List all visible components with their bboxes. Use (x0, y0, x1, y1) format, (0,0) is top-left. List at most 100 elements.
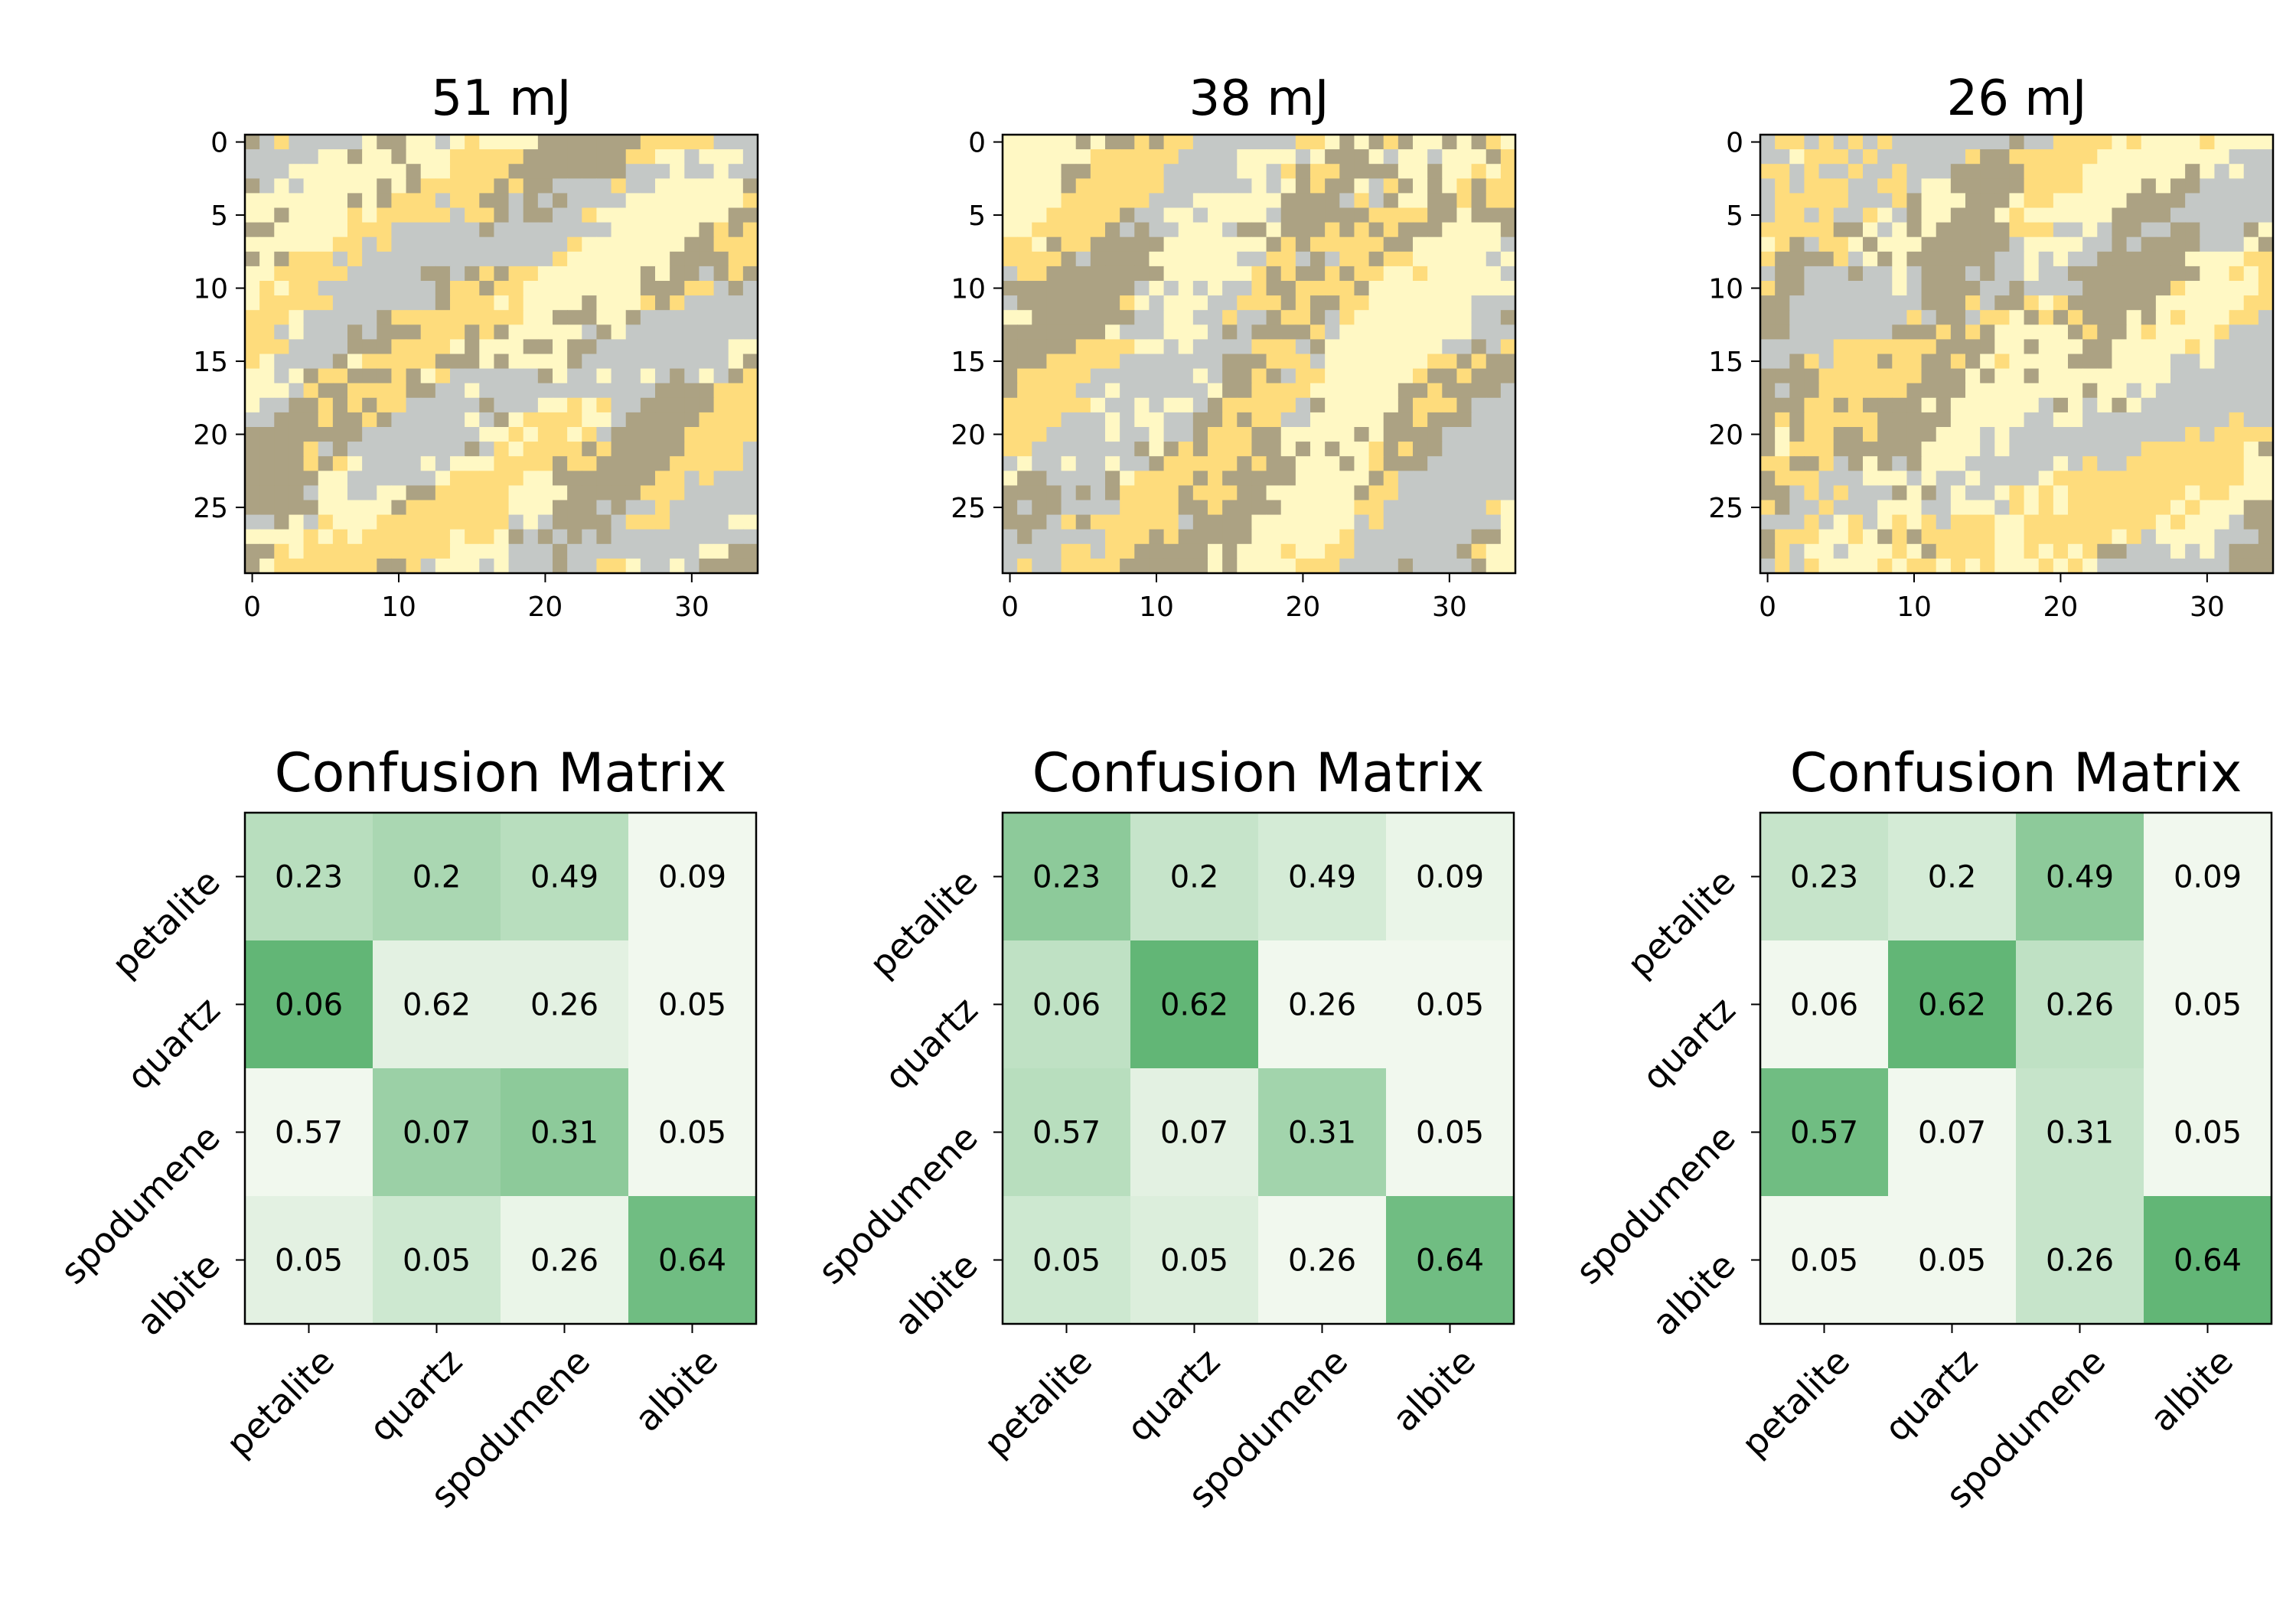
map-cell (1848, 207, 1864, 223)
map-cell (625, 149, 641, 165)
map-cell (1906, 514, 1923, 530)
map-cell (1325, 193, 1340, 209)
map-cell (2126, 543, 2142, 559)
map-cell (2082, 543, 2098, 559)
map-cell (2009, 500, 2025, 516)
map-cell (640, 412, 656, 428)
map-cell (2097, 383, 2113, 399)
map-cell (742, 471, 758, 486)
map-cell (1994, 222, 2011, 238)
map-cell (1427, 207, 1443, 223)
map-cell (1149, 485, 1165, 501)
map-cell (2243, 383, 2259, 399)
map-cell (2141, 442, 2157, 457)
map-cell (1804, 442, 1820, 457)
map-cell (1413, 193, 1428, 209)
map-cell (1149, 281, 1165, 296)
map-cell (2243, 236, 2259, 253)
map-cell (479, 397, 495, 413)
map-cell (420, 514, 436, 530)
map-cell (582, 149, 598, 165)
map-cell (2024, 485, 2040, 501)
map-cell (1208, 295, 1223, 311)
map-cell (742, 222, 758, 238)
y-tick-label: 0 (1726, 128, 1743, 159)
map-cell (1163, 149, 1179, 165)
map-cell (640, 149, 656, 165)
map-cell (1994, 471, 2011, 486)
map-cell (1471, 397, 1487, 413)
map-cell (1397, 178, 1414, 194)
map-cell (1192, 281, 1208, 296)
map-cell (2082, 397, 2098, 413)
map-cell (582, 222, 598, 238)
map-cell (728, 310, 744, 325)
map-cell (699, 207, 715, 223)
map-cell (2229, 164, 2245, 179)
map-cell (1368, 193, 1384, 209)
map-cell (1295, 193, 1311, 209)
map-cell (435, 222, 451, 238)
map-cell (1760, 383, 1776, 399)
map-cell (303, 529, 319, 545)
map-cell (332, 178, 348, 194)
map-cell (1368, 295, 1384, 311)
map-cell (1310, 193, 1326, 209)
map-cell (625, 383, 641, 399)
map-cell (1017, 543, 1032, 559)
map-cell (1280, 295, 1296, 311)
map-cell (1251, 354, 1267, 370)
map-cell (406, 485, 422, 501)
map-cell (1266, 397, 1282, 413)
map-cell (1105, 383, 1120, 399)
map-cell (1163, 500, 1179, 516)
map-cell (450, 149, 465, 165)
cm-cell (1003, 1196, 1131, 1325)
map-cell (1017, 295, 1032, 311)
map-cell (1120, 222, 1135, 238)
map-cell (2068, 193, 2083, 209)
map-cell (1775, 281, 1790, 296)
map-cell (1266, 178, 1282, 194)
map-cell (1833, 558, 1849, 574)
map-cell (1310, 543, 1326, 559)
map-cell (1936, 485, 1952, 501)
map-cell (655, 324, 670, 340)
map-cell (1877, 485, 1893, 501)
cm-value: 0.62 (1918, 988, 1986, 1023)
map-cell (1456, 456, 1473, 471)
map-cell (2258, 164, 2274, 179)
map-cell (1032, 178, 1048, 194)
map-cell (1936, 135, 1952, 150)
map-cell (1266, 310, 1282, 325)
map-cell (537, 471, 553, 486)
map-cell (1456, 427, 1473, 442)
map-cell (479, 368, 495, 384)
map-cell (1090, 558, 1106, 574)
map-cell (2097, 543, 2113, 559)
map-cell (582, 193, 598, 209)
map-cell (1120, 236, 1135, 253)
map-cell (1818, 281, 1835, 296)
map-cell (420, 135, 436, 150)
map-cell (420, 310, 436, 325)
map-cell (2126, 558, 2142, 574)
y-tick-label: 15 (193, 347, 228, 378)
map-cell (1251, 558, 1267, 574)
map-cell (1178, 558, 1194, 574)
map-cell (1368, 251, 1384, 267)
map-cell (684, 236, 700, 253)
map-cell (1906, 193, 1923, 209)
map-cell (1775, 339, 1790, 355)
map-cell (2038, 324, 2054, 340)
map-cell (1222, 412, 1238, 428)
map-cell (1325, 251, 1340, 267)
map-cell (2082, 236, 2098, 253)
map-cell (670, 354, 685, 370)
map-cell (567, 558, 582, 574)
map-cell (1368, 558, 1384, 574)
map-cell (2024, 456, 2040, 471)
map-cell (699, 558, 715, 574)
map-cell (1032, 543, 1048, 559)
